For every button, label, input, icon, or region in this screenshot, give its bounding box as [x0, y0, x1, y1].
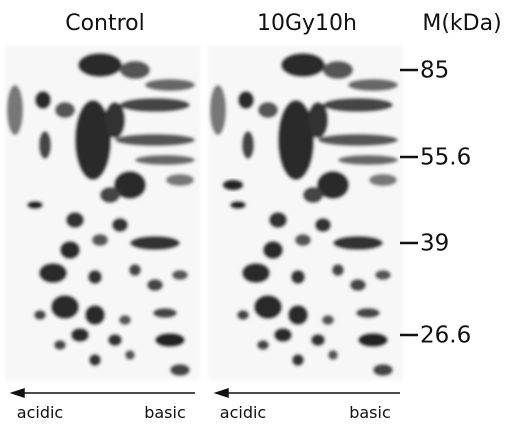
gel-control — [5, 45, 200, 380]
axis-label: basic — [144, 403, 186, 422]
marker-ticks — [400, 68, 418, 337]
arrow-head — [9, 387, 25, 399]
marker-label: 39 — [420, 231, 449, 257]
gel-irradiated — [208, 45, 403, 380]
axis-label: basic — [349, 403, 391, 422]
axis-label: acidic — [220, 403, 266, 422]
marker-label: 26.6 — [420, 323, 471, 349]
marker-label: 55.6 — [420, 145, 471, 171]
arrow-head — [213, 387, 229, 399]
marker-label: 85 — [420, 58, 449, 84]
marker-title: M(kDa) — [422, 11, 501, 36]
panel-title: 10Gy10h — [257, 11, 357, 36]
panel-title: Control — [65, 11, 145, 36]
axis-label: acidic — [17, 403, 63, 422]
